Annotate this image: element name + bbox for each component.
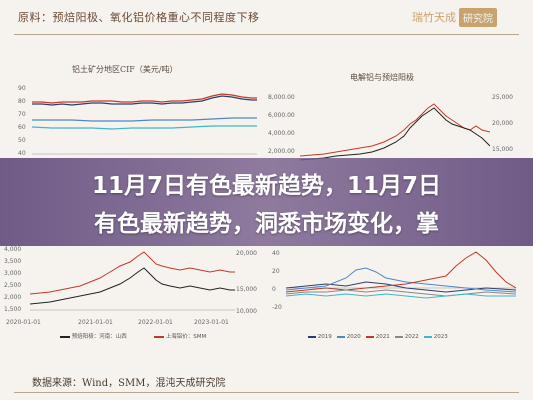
- chart-top-left-title: 铝土矿分地区CIF（美元/吨）: [72, 65, 178, 74]
- y-tick-left: 3,000: [4, 270, 22, 277]
- y-tick-right: 25,000: [492, 94, 513, 101]
- logo-box: 研究院: [459, 7, 497, 27]
- y-tick-left: 4,000: [4, 246, 22, 253]
- y-tick-right: 20,000: [492, 120, 513, 127]
- y-tick: 0: [272, 286, 276, 293]
- series-line-2019: [286, 281, 516, 293]
- series-line-cyan: [32, 125, 257, 130]
- series-line-red: [32, 93, 257, 104]
- y-tick-right: 15,000: [236, 286, 257, 293]
- legend-label: 2021: [375, 334, 390, 340]
- y-tick: -20: [272, 304, 282, 311]
- banner-title-line-2: 有色最新趋势，洞悉市场变化，掌: [94, 211, 439, 237]
- series-line-blue: [32, 117, 257, 122]
- x-tick: 2020-01-01: [6, 319, 41, 326]
- chart-top-left: 铝土矿分地区CIF（美元/吨） 90 80 70 60 50 40: [14, 60, 259, 160]
- y-tick-left: 1,500: [4, 306, 22, 313]
- legend-row: 2019 2020 2021 2022 2023: [308, 334, 448, 340]
- y-tick-right: 10,000: [236, 308, 257, 315]
- chart-top-right-title: 电解铝与预焙阳极: [350, 73, 414, 82]
- legend-item: 上海铝价：SMM: [154, 332, 206, 340]
- title-banner: 11月7日有色最新趋势，11月7日 有色最新趋势，洞悉市场变化，掌: [0, 158, 533, 246]
- data-source: 数据来源：Wind，SMM，混沌天成研究院: [32, 378, 226, 389]
- x-tick: 2023-01-01: [194, 319, 229, 326]
- header-divider: [14, 34, 519, 35]
- series-line-2020: [286, 267, 516, 293]
- series-line-2022: [286, 289, 516, 297]
- y-tick: 60: [18, 124, 26, 131]
- y-tick-left: 6,000.00: [268, 112, 295, 119]
- legend-label: 2019: [317, 334, 332, 340]
- legend-label: 2020: [346, 334, 361, 340]
- chart-top-right: 电解铝与预焙阳极 8,000.00 6,000.00 4,000.00 2,00…: [268, 72, 520, 162]
- y-tick-right: 15,000: [492, 146, 513, 153]
- x-tick: 2022-01-01: [138, 319, 173, 326]
- banner-title-line-1: 11月7日有色最新趋势，11月7日: [91, 173, 442, 199]
- y-tick: 40: [18, 150, 26, 157]
- series-line-navy: [32, 95, 257, 106]
- series-line-red: [30, 251, 235, 295]
- series-line-black: [30, 267, 235, 305]
- y-tick: 70: [18, 111, 26, 118]
- series-line-red: [300, 103, 490, 157]
- chart-top-right-plot: [300, 103, 490, 161]
- series-line-2021: [286, 251, 516, 293]
- header-text: 原料：预焙阳极、氧化铝价格重心不同程度下移: [18, 11, 260, 24]
- header: 原料：预焙阳极、氧化铝价格重心不同程度下移 瑞竹天成 研究院: [0, 0, 533, 34]
- series-line-2023: [286, 293, 516, 299]
- chart-top-left-plot: [32, 93, 257, 155]
- y-tick: 20: [272, 268, 280, 275]
- y-tick: 50: [18, 137, 26, 144]
- y-tick: 90: [18, 85, 26, 92]
- y-tick-left: 2,000: [4, 294, 22, 301]
- y-tick: 40: [272, 250, 280, 257]
- logo: 瑞竹天成 研究院: [412, 7, 497, 27]
- y-tick-left: 8,000.00: [268, 94, 295, 101]
- legend-label: 2023: [433, 334, 448, 340]
- y-tick-left: 4,000.00: [268, 130, 295, 137]
- y-tick-right: 20,000: [236, 250, 257, 257]
- series-line-black: [300, 107, 490, 161]
- y-tick-left: 2,000.00: [268, 148, 295, 155]
- x-tick: 2021-01-01: [78, 319, 113, 326]
- footer-divider: [14, 392, 519, 393]
- y-tick-left: 2,500: [4, 282, 22, 289]
- chart-bottom-right-plot: [286, 251, 516, 299]
- chart-bottom-left-plot: [30, 251, 235, 311]
- legend-label: 2022: [404, 334, 419, 340]
- legend-item: 预焙阳极：河南：山西: [60, 332, 127, 340]
- y-tick-left: 3,500: [4, 258, 22, 265]
- y-tick: 80: [18, 98, 26, 105]
- logo-text: 瑞竹天成: [412, 11, 456, 24]
- chart-bottom-left: 4,000 3,500 3,000 2,500 2,000 1,500 20,0…: [4, 246, 257, 346]
- chart-bottom-right: 40 20 0 -20 2019 2020 2021 2022 20: [268, 246, 520, 346]
